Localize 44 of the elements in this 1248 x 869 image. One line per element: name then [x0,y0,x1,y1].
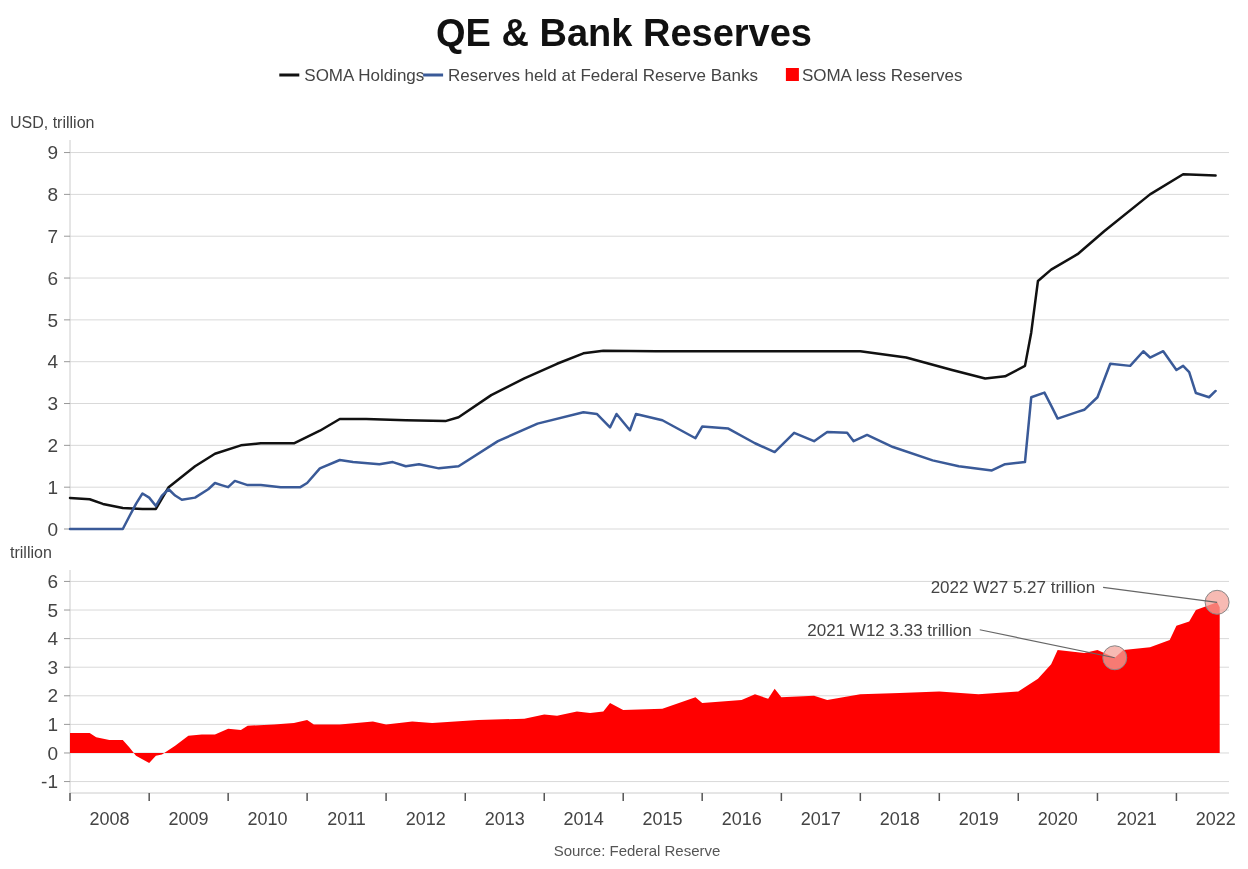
x-tick-label: 2008 [89,809,130,829]
x-tick-label: 2012 [405,809,446,829]
x-tick-label: 2021 [1116,809,1157,829]
x-tick-label: 2016 [721,809,762,829]
y-tick-label: 6 [47,267,58,289]
y-tick-label: 8 [47,184,58,206]
legend-label: Reserves held at Federal Reserve Banks [448,65,759,85]
y-tick-label: 0 [47,742,58,764]
y-tick-label: 3 [47,656,58,678]
x-tick-label: 2019 [958,809,999,829]
line-series [68,349,1217,531]
x-tick-label: 2011 [327,809,366,829]
y-tick-label: 1 [47,476,58,498]
y-tick-label: 3 [47,393,58,415]
y-tick-label: 7 [47,225,58,247]
legend-label: SOMA less Reserves [801,65,963,85]
y-tick-label: 4 [47,628,59,650]
y-tick-label: 2 [47,434,58,456]
y-tick-label: -1 [41,771,58,793]
x-tick-label: 2017 [800,809,841,829]
x-tick-label: 2009 [168,809,209,829]
y-tick-label: 4 [47,351,59,373]
x-tick-label: 2018 [879,809,920,829]
y-tick-label: 0 [47,518,58,540]
chart-title: QE & Bank Reserves [436,12,812,54]
y-tick-label: 2 [47,685,58,707]
annotation: 2022 W27 5.27 trillion [930,578,1096,598]
annotation: 2021 W12 3.33 trillion [807,620,972,640]
x-tick-label: 2010 [247,809,288,829]
y-axis-title: USD, trillion [10,114,95,131]
source-note: Source: Federal Reserve [553,842,721,859]
x-tick-label: 2015 [642,809,683,829]
x-tick-label: 2020 [1037,809,1078,829]
x-tick-label: 2022 [1195,809,1236,829]
y-axis-title: trillion [10,544,52,561]
line-series [68,173,1217,511]
x-tick-label: 2014 [563,809,604,829]
y-tick-label: 6 [47,571,58,593]
x-tick-label: 2013 [484,809,525,829]
legend-label: SOMA Holdings [304,65,425,85]
y-tick-label: 5 [47,599,58,621]
y-tick-label: 9 [47,142,58,164]
y-tick-label: 5 [47,309,58,331]
y-tick-label: 1 [47,714,58,736]
